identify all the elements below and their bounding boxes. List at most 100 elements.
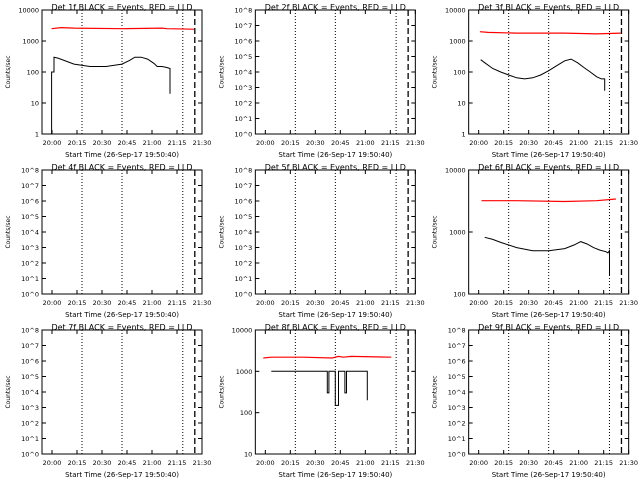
x-tick-label: 20:00 xyxy=(256,299,275,307)
x-axis-label: Start Time (26-Sep-17 19:50:40) xyxy=(278,151,392,159)
lld-series-line xyxy=(51,26,195,30)
y-axis-label: Counts/sec xyxy=(5,55,12,88)
x-tick-label: 20:45 xyxy=(544,299,563,307)
x-tick-label: 21:30 xyxy=(406,459,425,467)
y-tick-label: 10^0 xyxy=(448,451,466,459)
y-tick-label: 10 xyxy=(244,451,252,459)
y-tick-label: 10^5 xyxy=(234,213,252,221)
x-tick-label: 20:45 xyxy=(118,459,137,467)
x-tick-label: 20:15 xyxy=(281,299,300,307)
chart-title: Det 2f BLACK = Events, RED = LLD xyxy=(265,3,406,12)
y-tick-label: 10^6 xyxy=(21,358,39,366)
y-tick-label: 10^8 xyxy=(21,167,39,175)
y-tick-label: 10^6 xyxy=(448,358,466,366)
x-tick-label: 21:15 xyxy=(381,139,400,147)
x-tick-label: 20:45 xyxy=(331,299,350,307)
y-tick-label: 10^7 xyxy=(21,342,39,350)
chart-panel: Det 2f BLACK = Events, RED = LLD Counts/s… xyxy=(218,3,424,159)
chart-panel: Det 8f BLACK = Events, RED = LLD Counts/s… xyxy=(218,323,424,479)
x-tick-label: 20:15 xyxy=(494,459,513,467)
y-tick-label: 10^6 xyxy=(234,198,252,206)
y-tick-label: 10^2 xyxy=(21,260,39,268)
x-tick-label: 20:15 xyxy=(68,139,87,147)
x-tick-label: 21:00 xyxy=(143,459,162,467)
events-series-line xyxy=(271,370,368,406)
chart-title: Det 8f BLACK = Events, RED = LLD xyxy=(265,323,406,332)
y-tick-label: 10^0 xyxy=(234,291,252,299)
y-tick-label: 10^6 xyxy=(21,198,39,206)
x-tick-label: 20:00 xyxy=(43,299,62,307)
y-axis-label: Counts/sec xyxy=(218,55,225,88)
y-tick-label: 10^7 xyxy=(448,342,466,350)
y-tick-label: 100 xyxy=(453,291,465,299)
x-tick-label: 21:30 xyxy=(193,139,212,147)
y-axis-label: Counts/sec xyxy=(5,375,12,408)
y-tick-label: 10000 xyxy=(18,7,39,15)
y-tick-label: 100 xyxy=(27,69,39,77)
x-axis-label: Start Time (26-Sep-17 19:50:40) xyxy=(492,311,606,319)
x-tick-label: 21:00 xyxy=(356,299,375,307)
x-tick-label: 21:15 xyxy=(594,299,613,307)
y-tick-label: 10^4 xyxy=(21,389,39,397)
x-tick-label: 20:45 xyxy=(118,139,137,147)
chart-panel: Det 9f BLACK = Events, RED = LLD Counts/s… xyxy=(432,323,638,479)
x-tick-label: 20:15 xyxy=(494,299,513,307)
x-tick-label: 20:00 xyxy=(256,139,275,147)
x-tick-label: 20:45 xyxy=(331,459,350,467)
y-tick-label: 10^1 xyxy=(21,435,39,443)
x-axis-label: Start Time (26-Sep-17 19:50:40) xyxy=(492,471,606,479)
x-tick-label: 21:30 xyxy=(193,459,212,467)
y-tick-label: 1000 xyxy=(449,38,466,46)
x-tick-label: 21:30 xyxy=(619,299,638,307)
y-tick-label: 1000 xyxy=(449,229,466,237)
x-tick-label: 21:00 xyxy=(143,299,162,307)
y-axis-label: Counts/sec xyxy=(218,215,225,248)
y-tick-label: 10000 xyxy=(445,167,466,175)
y-tick-label: 10^1 xyxy=(21,275,39,283)
y-tick-label: 1000 xyxy=(236,368,253,376)
events-series-line xyxy=(480,58,606,91)
x-tick-label: 21:00 xyxy=(569,459,588,467)
y-tick-label: 10^4 xyxy=(234,229,252,237)
x-tick-label: 21:00 xyxy=(143,139,162,147)
x-tick-label: 20:30 xyxy=(93,299,112,307)
x-tick-label: 21:30 xyxy=(406,299,425,307)
y-axis-label: Counts/sec xyxy=(5,215,12,248)
y-tick-label: 10^5 xyxy=(234,53,252,61)
x-tick-label: 21:15 xyxy=(381,299,400,307)
y-tick-label: 10^8 xyxy=(21,327,39,335)
y-tick-label: 10^3 xyxy=(21,244,39,252)
y-tick-label: 10 xyxy=(31,100,39,108)
x-tick-label: 21:00 xyxy=(569,139,588,147)
y-axis-label: Counts/sec xyxy=(432,55,439,88)
y-tick-label: 10000 xyxy=(232,327,253,335)
chart-panel: Det 5f BLACK = Events, RED = LLD Counts/s… xyxy=(218,163,424,319)
x-tick-label: 21:30 xyxy=(619,459,638,467)
x-tick-label: 20:00 xyxy=(469,459,488,467)
x-tick-label: 21:15 xyxy=(381,459,400,467)
y-tick-label: 10^4 xyxy=(234,69,252,77)
x-axis-label: Start Time (26-Sep-17 19:50:40) xyxy=(278,471,392,479)
x-tick-label: 21:30 xyxy=(406,139,425,147)
y-tick-label: 100 xyxy=(240,409,252,417)
x-tick-label: 20:30 xyxy=(306,459,325,467)
x-tick-label: 20:00 xyxy=(469,299,488,307)
y-tick-label: 10^2 xyxy=(448,420,466,428)
y-tick-label: 10^0 xyxy=(21,451,39,459)
x-tick-label: 21:15 xyxy=(594,139,613,147)
x-tick-label: 20:45 xyxy=(544,139,563,147)
x-tick-label: 20:15 xyxy=(494,139,513,147)
y-tick-label: 10^3 xyxy=(21,404,39,412)
y-tick-label: 1000 xyxy=(22,38,39,46)
x-tick-label: 21:00 xyxy=(356,139,375,147)
chart-title: Det 7f BLACK = Events, RED = LLD xyxy=(51,323,192,332)
x-tick-label: 20:15 xyxy=(68,299,87,307)
chart-panel: Det 1f BLACK = Events, RED = LLD Counts/s… xyxy=(5,3,211,159)
x-tick-label: 21:30 xyxy=(193,299,212,307)
lld-series-line xyxy=(479,31,621,35)
x-tick-label: 20:30 xyxy=(306,139,325,147)
y-tick-label: 10000 xyxy=(445,7,466,15)
x-tick-label: 20:15 xyxy=(68,459,87,467)
y-tick-label: 10^7 xyxy=(21,182,39,190)
chart-panel: Det 4f BLACK = Events, RED = LLD Counts/s… xyxy=(5,163,211,319)
